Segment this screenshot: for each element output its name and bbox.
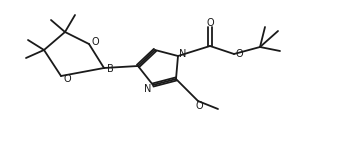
Text: B: B [107, 64, 113, 74]
Text: O: O [91, 37, 99, 47]
Text: O: O [206, 18, 214, 28]
Text: O: O [63, 74, 71, 84]
Text: N: N [179, 49, 187, 59]
Text: N: N [144, 84, 152, 94]
Text: O: O [235, 49, 243, 59]
Text: O: O [195, 101, 203, 111]
